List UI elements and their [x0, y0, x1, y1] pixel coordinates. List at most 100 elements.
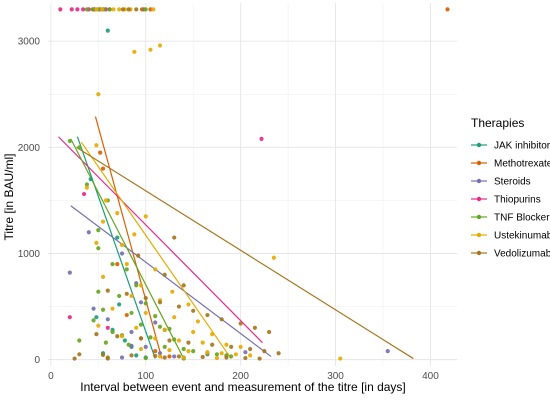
trend-line [94, 116, 163, 359]
data-point [186, 302, 191, 307]
data-point [276, 351, 281, 356]
data-point [138, 322, 144, 327]
data-point [75, 7, 80, 12]
data-point [172, 315, 177, 320]
data-point [214, 355, 220, 361]
data-point [238, 321, 243, 326]
data-point [67, 270, 72, 275]
data-point [115, 262, 120, 267]
data-point [162, 327, 167, 333]
data-point [67, 138, 72, 144]
data-point [105, 356, 110, 361]
data-point [86, 230, 91, 235]
data-point [134, 7, 139, 12]
data-point [153, 267, 158, 272]
data-point [214, 352, 220, 357]
data-point [138, 283, 144, 288]
legend-key-point [476, 160, 482, 166]
data-point [100, 219, 106, 224]
legend-key-point [476, 250, 482, 256]
data-point [110, 329, 115, 335]
data-point [120, 7, 126, 12]
data-point [205, 312, 210, 318]
y-tick-label: 0 [34, 355, 40, 366]
legend: JAK inhibitors Methotrexate Steroids Thiopu… [471, 141, 550, 260]
data-point [248, 353, 253, 358]
legend-key-point [476, 196, 482, 202]
legend-label: JAK inhibitors [494, 141, 550, 152]
data-point [58, 7, 63, 12]
data-point [151, 7, 156, 12]
data-point [385, 349, 390, 354]
data-point [167, 338, 172, 343]
data-point [219, 317, 224, 322]
data-point [167, 354, 172, 359]
data-point [90, 7, 95, 12]
data-point [124, 262, 129, 267]
data-point [153, 353, 158, 359]
data-point [117, 302, 122, 307]
x-tick-label: 0 [48, 371, 54, 382]
data-point [143, 310, 148, 316]
trend-line [76, 136, 156, 359]
data-point [181, 346, 186, 352]
data-point [143, 295, 148, 301]
data-point [153, 314, 158, 319]
legend-key-point [476, 178, 482, 184]
data-point [96, 323, 101, 328]
data-point [96, 92, 101, 97]
x-tick-label: 200 [232, 371, 249, 382]
data-point [445, 7, 450, 12]
data-point [129, 353, 134, 358]
data-point [157, 300, 163, 305]
y-tick-label: 2000 [18, 143, 41, 154]
data-point [176, 304, 182, 309]
data-point [94, 240, 99, 245]
tick-labels: 0 100 200 300 400 0 1000 2000 3000 [18, 37, 439, 382]
data-point [224, 342, 229, 347]
data-point [153, 320, 158, 325]
data-point [134, 325, 139, 330]
data-point [148, 47, 153, 52]
data-point [143, 344, 148, 349]
data-point [100, 274, 106, 279]
data-point [143, 301, 148, 306]
data-point [262, 349, 267, 354]
legend-label: TNF Blocker [494, 213, 550, 224]
data-point [176, 354, 182, 359]
data-point [94, 315, 99, 320]
data-point [115, 334, 120, 339]
data-point [138, 336, 144, 341]
data-point [94, 332, 99, 337]
data-point [157, 354, 163, 359]
data-point [117, 293, 122, 299]
data-point [172, 235, 177, 240]
data-point [181, 283, 186, 288]
data-point [98, 150, 103, 155]
data-point [210, 332, 215, 337]
data-point [200, 354, 205, 360]
data-point [162, 344, 167, 349]
data-point [162, 355, 167, 360]
data-point [107, 7, 112, 12]
data-point [233, 352, 238, 357]
data-point [224, 355, 229, 360]
data-point [191, 308, 196, 313]
data-point [99, 7, 105, 12]
data-point [111, 7, 116, 12]
data-point [103, 198, 108, 203]
data-point [100, 166, 106, 171]
grid [48, 3, 457, 366]
data-point [124, 291, 129, 296]
data-point [96, 228, 101, 233]
data-point [117, 7, 122, 12]
data-point [119, 242, 125, 248]
data-point [88, 177, 93, 182]
data-point [94, 143, 99, 148]
trend-line [70, 138, 185, 359]
legend-key-point [476, 214, 482, 220]
data-point [139, 7, 145, 12]
data-point [115, 211, 120, 216]
data-point [153, 336, 158, 341]
data-point [191, 329, 196, 335]
